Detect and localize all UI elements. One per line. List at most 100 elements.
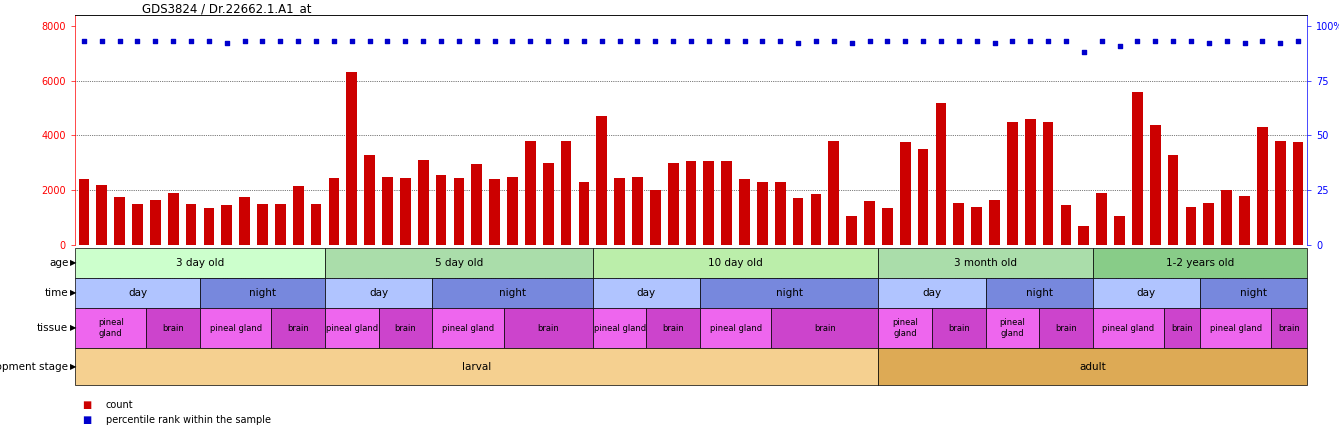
Text: pineal gland: pineal gland — [442, 324, 494, 333]
Text: pineal
gland: pineal gland — [98, 318, 123, 338]
Point — [1073, 49, 1094, 56]
Point — [1055, 38, 1077, 45]
Text: pineal gland: pineal gland — [1102, 324, 1154, 333]
Text: ▶: ▶ — [70, 289, 76, 297]
Bar — [1150, 124, 1161, 245]
Bar — [578, 182, 589, 245]
Text: development stage: development stage — [0, 361, 68, 372]
Bar — [325, 248, 593, 278]
Bar — [561, 141, 572, 245]
Text: ▶: ▶ — [70, 324, 76, 333]
Point — [430, 38, 451, 45]
Text: brain: brain — [395, 324, 416, 333]
Point — [108, 38, 130, 45]
Text: ▶: ▶ — [70, 258, 76, 267]
Point — [965, 38, 987, 45]
Point — [252, 38, 273, 45]
Bar — [936, 103, 947, 245]
Text: day: day — [1137, 288, 1156, 298]
Text: night: night — [499, 288, 526, 298]
Point — [1287, 38, 1308, 45]
Bar — [240, 197, 250, 245]
Bar — [1114, 216, 1125, 245]
Bar — [471, 164, 482, 245]
Bar — [593, 248, 878, 278]
Bar — [507, 177, 518, 245]
Point — [948, 38, 969, 45]
Bar — [878, 308, 932, 348]
Bar — [668, 163, 679, 245]
Point — [680, 38, 702, 45]
Bar — [257, 204, 268, 245]
Bar — [615, 178, 625, 245]
Bar — [1257, 127, 1268, 245]
Text: GDS3824 / Dr.22662.1.A1_at: GDS3824 / Dr.22662.1.A1_at — [142, 2, 312, 15]
Bar — [593, 278, 700, 308]
Point — [716, 38, 738, 45]
Point — [805, 38, 826, 45]
Bar — [700, 308, 771, 348]
Bar — [703, 162, 714, 245]
Bar — [167, 193, 178, 245]
Point — [734, 38, 755, 45]
Text: larval: larval — [462, 361, 491, 372]
Bar — [432, 278, 593, 308]
Text: brain: brain — [814, 324, 836, 333]
Bar — [1060, 205, 1071, 245]
Bar — [846, 216, 857, 245]
Bar — [1024, 119, 1035, 245]
Point — [376, 38, 398, 45]
Bar — [1185, 206, 1196, 245]
Bar — [96, 185, 107, 245]
Bar — [771, 308, 878, 348]
Point — [91, 38, 112, 45]
Point — [1180, 38, 1201, 45]
Point — [1019, 38, 1040, 45]
Bar — [1275, 141, 1285, 245]
Point — [234, 38, 256, 45]
Bar — [932, 308, 986, 348]
Bar — [1271, 308, 1307, 348]
Text: ▶: ▶ — [70, 362, 76, 371]
Point — [1091, 38, 1113, 45]
Bar — [596, 116, 607, 245]
Bar — [1039, 308, 1093, 348]
Bar — [432, 308, 503, 348]
Text: age: age — [50, 258, 68, 268]
Text: ■: ■ — [82, 400, 91, 410]
Point — [520, 38, 541, 45]
Point — [198, 38, 220, 45]
Point — [894, 38, 916, 45]
Point — [449, 38, 470, 45]
Text: 5 day old: 5 day old — [435, 258, 483, 268]
Point — [305, 38, 327, 45]
Point — [627, 38, 648, 45]
Bar — [75, 278, 200, 308]
Bar — [400, 178, 411, 245]
Point — [1269, 40, 1291, 47]
Bar — [542, 163, 553, 245]
Bar — [1093, 308, 1164, 348]
Bar — [793, 198, 803, 245]
Bar — [200, 308, 272, 348]
Bar — [990, 200, 1000, 245]
Bar — [864, 201, 874, 245]
Bar — [272, 308, 325, 348]
Bar — [503, 308, 593, 348]
Bar — [739, 179, 750, 245]
Point — [1233, 40, 1255, 47]
Bar — [525, 141, 536, 245]
Point — [1126, 38, 1148, 45]
Text: night: night — [1240, 288, 1267, 298]
Point — [483, 38, 505, 45]
Bar — [328, 178, 339, 245]
Point — [1216, 38, 1237, 45]
Bar — [1204, 202, 1214, 245]
Point — [127, 38, 149, 45]
Bar — [75, 348, 878, 385]
Text: 3 day old: 3 day old — [175, 258, 224, 268]
Bar — [186, 204, 197, 245]
Point — [751, 38, 773, 45]
Text: pineal gland: pineal gland — [710, 324, 762, 333]
Point — [877, 38, 898, 45]
